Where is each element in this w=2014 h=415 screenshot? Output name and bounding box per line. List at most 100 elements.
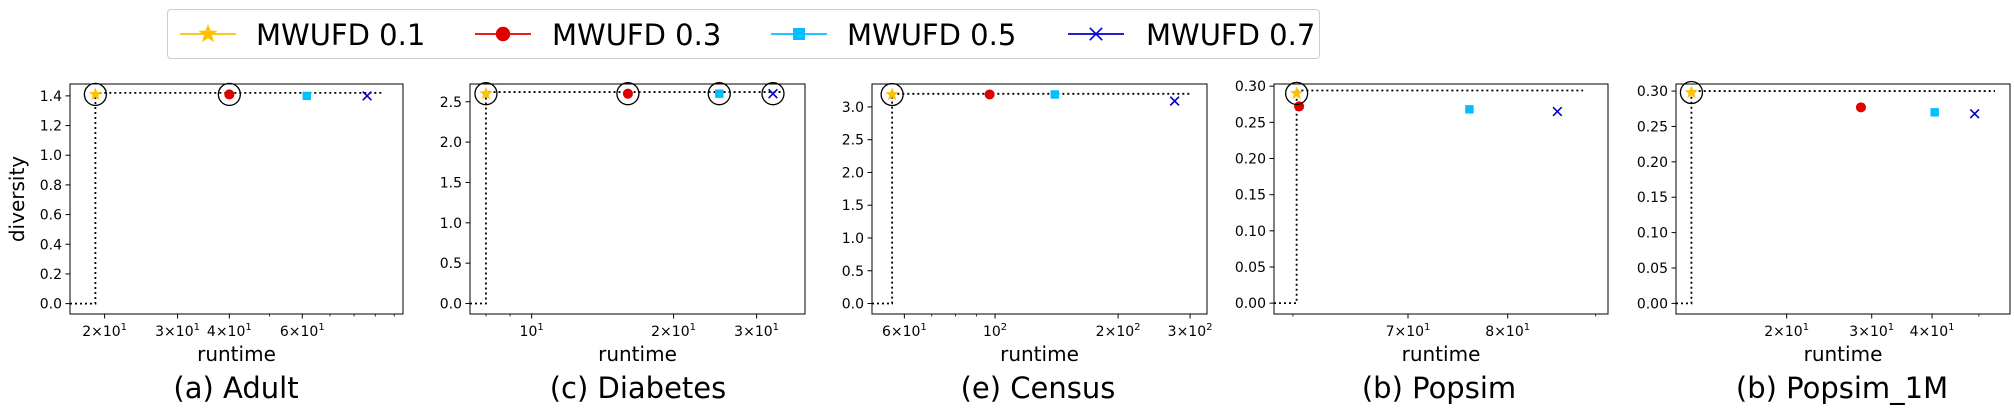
legend-label-mwufd-0-3: MWUFD 0.3 bbox=[552, 18, 722, 52]
point-mwufd-0-1 bbox=[1684, 85, 1699, 99]
y-tick-label: 0.30 bbox=[1235, 79, 1266, 95]
y-tick-label: 1.4 bbox=[40, 89, 62, 105]
point-mwufd-0-3 bbox=[984, 89, 995, 100]
legend: MWUFD 0.1 MWUFD 0.3 MWUFD 0.5 MWUFD 0.7 bbox=[167, 9, 1320, 59]
frontier-line bbox=[470, 91, 783, 305]
legend-marker-circle-icon bbox=[495, 26, 511, 42]
point-mwufd-0-5 bbox=[715, 89, 724, 98]
legend-label-mwufd-0-7: MWUFD 0.7 bbox=[1146, 18, 1316, 52]
point-mwufd-0-7 bbox=[362, 90, 372, 101]
y-tick-label: 0.0 bbox=[440, 297, 462, 313]
pareto-circle bbox=[1679, 80, 1704, 105]
legend-marker-square-icon bbox=[793, 28, 805, 40]
point-mwufd-0-7 bbox=[768, 88, 778, 99]
x-axis-label: runtime bbox=[1402, 342, 1481, 366]
pareto-circle bbox=[1284, 81, 1309, 106]
y-tick-label: 0.5 bbox=[440, 256, 462, 272]
point-mwufd-0-7 bbox=[1969, 108, 1980, 119]
y-tick-label: 1.0 bbox=[842, 231, 864, 247]
plot-frame bbox=[871, 83, 1208, 315]
y-tick-label: 3.0 bbox=[842, 100, 864, 116]
point-mwufd-0-1 bbox=[1289, 86, 1304, 100]
point-mwufd-0-5 bbox=[1930, 108, 1939, 117]
point-mwufd-0-1 bbox=[88, 87, 103, 101]
frontier-line bbox=[1274, 89, 1584, 305]
y-tick-label: 0.15 bbox=[1637, 190, 1668, 206]
y-tick-label: 1.2 bbox=[40, 119, 62, 135]
x-tick-label: 2×101 bbox=[651, 322, 696, 340]
frontier-line bbox=[872, 92, 1191, 305]
panel-a-adult: 2×101 3×101 4×101 6×101 0.0 0.2 0.4 0.6 0.8 1.0 1.… bbox=[5, 82, 404, 405]
y-tick-label: 0.25 bbox=[1235, 115, 1266, 131]
plot-frame bbox=[1273, 83, 1609, 315]
panel-caption: (b) Popsim_1M bbox=[1736, 371, 1948, 405]
x-axis-label: runtime bbox=[598, 342, 677, 366]
x-tick-label: 102 bbox=[983, 322, 1007, 340]
point-mwufd-0-1 bbox=[885, 87, 899, 101]
y-tick-label: 0.15 bbox=[1235, 188, 1266, 204]
point-mwufd-0-5 bbox=[1465, 105, 1474, 114]
pareto-circle bbox=[707, 82, 731, 106]
legend-label-mwufd-0-5: MWUFD 0.5 bbox=[847, 18, 1017, 52]
point-mwufd-0-3 bbox=[224, 89, 235, 100]
x-tick-label: 2×101 bbox=[1764, 322, 1809, 340]
x-axis-label: runtime bbox=[197, 342, 276, 366]
y-tick-label: 2.0 bbox=[440, 135, 462, 151]
panel-c-diabetes: 101 2×101 3×101 0.0 0.5 1.0 1.5 2.0 2.5 runtime (c… bbox=[440, 82, 806, 405]
panel-caption: (c) Diabetes bbox=[550, 371, 727, 405]
y-tick-label: 0.20 bbox=[1637, 155, 1668, 171]
x-tick-label: 3×102 bbox=[1168, 322, 1213, 340]
y-tick-label: 0.6 bbox=[40, 208, 62, 224]
y-tick-label: 2.5 bbox=[440, 95, 462, 111]
y-tick-label: 0.5 bbox=[842, 264, 864, 280]
x-tick-label: 3×101 bbox=[155, 322, 200, 340]
point-mwufd-0-7 bbox=[1169, 96, 1180, 106]
y-tick-label: 1.5 bbox=[440, 175, 462, 191]
x-tick-label: 7×101 bbox=[1386, 322, 1431, 340]
x-tick-label: 6×101 bbox=[280, 322, 325, 340]
panel-b-popsim-1m: 2×101 3×101 4×101 0.00 0.05 0.10 0.15 0.20 0.25 0… bbox=[1637, 80, 2011, 405]
y-tick-label: 0.25 bbox=[1637, 119, 1668, 135]
y-tick-label: 0.30 bbox=[1637, 84, 1668, 100]
point-mwufd-0-3 bbox=[622, 88, 633, 99]
y-tick-label: 0.00 bbox=[1637, 296, 1668, 312]
x-tick-label: 8×101 bbox=[1485, 322, 1530, 340]
frontier-line bbox=[1676, 90, 1996, 305]
y-tick-label: 1.0 bbox=[440, 216, 462, 232]
panel-caption: (b) Popsim bbox=[1362, 371, 1516, 405]
plot-frame bbox=[469, 83, 806, 315]
legend-marker-x-icon bbox=[1089, 27, 1103, 41]
panel-caption: (a) Adult bbox=[173, 371, 298, 405]
point-mwufd-0-1 bbox=[479, 86, 493, 100]
pareto-circle bbox=[474, 82, 498, 106]
point-mwufd-0-5 bbox=[302, 91, 311, 101]
pareto-circle bbox=[217, 82, 241, 107]
x-tick-label: 4×101 bbox=[207, 322, 252, 340]
legend-entry-mwufd-0-7 bbox=[1068, 27, 1124, 41]
legend-entry-mwufd-0-1 bbox=[180, 24, 236, 43]
y-tick-label: 0.4 bbox=[40, 237, 62, 253]
y-axis-label: diversity bbox=[5, 156, 29, 242]
x-tick-label: 3×101 bbox=[1849, 322, 1894, 340]
y-tick-label: 0.8 bbox=[40, 178, 62, 194]
x-tick-label: 101 bbox=[520, 322, 544, 340]
y-tick-label: 0.20 bbox=[1235, 151, 1266, 167]
y-tick-label: 0.05 bbox=[1637, 261, 1668, 277]
panel-e-census: 6×101 102 2×102 3×102 0.0 0.5 1.0 1.5 2.0 2.5 3.0 r… bbox=[842, 82, 1213, 405]
pareto-circle bbox=[880, 82, 904, 107]
y-tick-label: 0.00 bbox=[1235, 296, 1266, 312]
x-minor-ticks bbox=[269, 314, 395, 317]
panel-b-popsim: 7×101 8×101 0.00 0.05 0.10 0.15 0.20 0.25 0.30 ru… bbox=[1235, 79, 1609, 405]
point-mwufd-0-7 bbox=[1552, 106, 1563, 117]
x-minor-ticks bbox=[1292, 314, 1597, 317]
legend-markers bbox=[180, 24, 1124, 43]
x-minor-ticks bbox=[485, 314, 511, 317]
pareto-circle bbox=[761, 82, 785, 106]
y-tick-label: 1.0 bbox=[40, 148, 62, 164]
x-tick-label: 2×101 bbox=[82, 322, 127, 340]
x-tick-label: 6×101 bbox=[882, 322, 927, 340]
panel-caption: (e) Census bbox=[961, 371, 1116, 405]
y-tick-label: 2.5 bbox=[842, 133, 864, 149]
y-tick-label: 0.0 bbox=[842, 297, 864, 313]
